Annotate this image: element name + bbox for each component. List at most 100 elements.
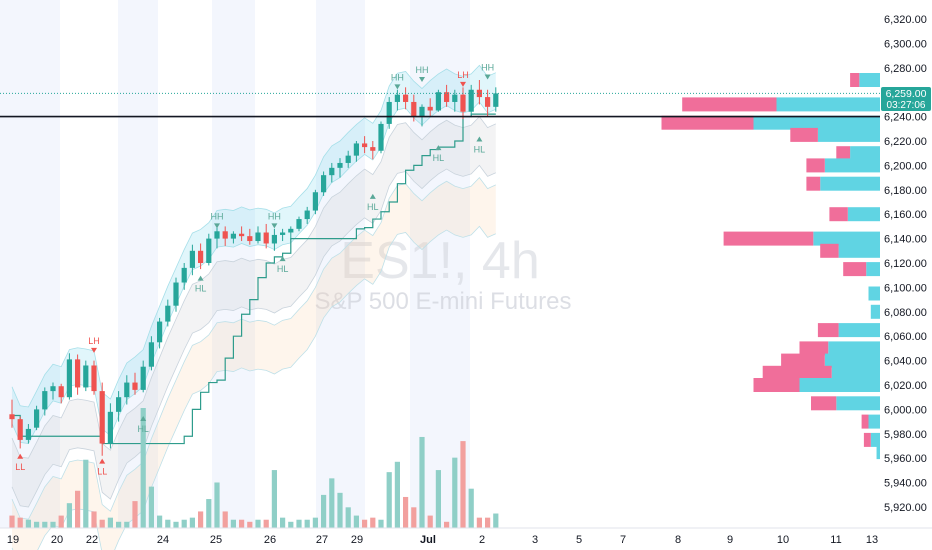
volume-bar <box>427 515 433 528</box>
candle <box>91 360 97 395</box>
x-tick-label: 8 <box>675 534 681 546</box>
last-price-badge[interactable]: 6,259.00 03:27:06 <box>881 87 931 111</box>
x-tick-label: 20 <box>51 534 63 546</box>
candle <box>403 87 409 110</box>
volume-bar <box>148 486 154 528</box>
candle-body <box>452 94 458 102</box>
candle-body <box>116 397 122 412</box>
x-tick-label: 24 <box>157 534 169 546</box>
vp-bar-down <box>811 396 837 411</box>
vp-row <box>661 115 880 130</box>
candle-body <box>329 167 335 176</box>
candle-body <box>476 89 482 98</box>
candle-body <box>288 228 294 233</box>
candle-body <box>321 175 327 193</box>
candle <box>230 231 236 244</box>
candle-body <box>378 123 384 151</box>
y-tick-label: 6,100.00 <box>884 282 927 294</box>
candle <box>312 189 318 215</box>
candle <box>206 233 212 266</box>
candle-body <box>140 366 146 390</box>
volume-bar <box>58 515 64 528</box>
volume-bar <box>17 517 23 528</box>
volume-bar <box>444 521 450 528</box>
swing-labels: LL LH LL HL HH HL HH HL HL HH HH HL HL LH HH <box>15 63 494 477</box>
candle <box>99 382 105 456</box>
candle-body <box>157 321 163 343</box>
candle <box>247 228 253 245</box>
vp-bar-up <box>824 353 880 368</box>
swing-text: HH <box>416 65 429 75</box>
candle <box>132 372 138 395</box>
x-tick-label: Jul <box>420 534 436 546</box>
candle-body <box>263 232 269 244</box>
candle <box>280 228 286 242</box>
candle <box>17 416 23 449</box>
swing-text: LH <box>88 336 100 346</box>
vp-bar-down <box>661 115 754 130</box>
swing-label-hl: HL <box>195 275 206 294</box>
swing-marker <box>435 145 442 151</box>
candle <box>157 317 163 349</box>
volume-bar <box>304 519 310 528</box>
vp-row <box>836 146 880 161</box>
y-tick-label: 5,920.00 <box>884 502 927 514</box>
candle <box>485 89 491 117</box>
vp-bar-down <box>863 432 871 447</box>
y-tick-label: 6,060.00 <box>884 331 927 343</box>
y-tick-label: 5,940.00 <box>884 478 927 490</box>
candle-body <box>296 219 302 229</box>
y-tick-label: 6,080.00 <box>884 307 927 319</box>
x-tick-label: 13 <box>866 534 878 546</box>
channel-bands <box>11 64 496 550</box>
volume-bar <box>132 501 138 528</box>
candle-body <box>75 359 81 388</box>
candle-body <box>206 238 212 263</box>
volume-profile <box>661 73 880 460</box>
swing-marker <box>140 415 147 421</box>
vp-row <box>790 127 880 142</box>
candle-body <box>435 92 441 111</box>
vp-bar-up <box>868 414 880 429</box>
volume-bars <box>9 408 499 528</box>
volume-bar <box>485 517 491 528</box>
swing-label-hl: HL <box>433 145 444 163</box>
vp-bar-up <box>776 97 880 112</box>
swing-label-hh: HH <box>268 211 281 229</box>
swing-label-lh: LH <box>88 336 100 353</box>
candle-body <box>337 162 343 168</box>
vp-bar-up <box>870 304 880 319</box>
vp-row <box>753 378 880 392</box>
x-tick-label: 5 <box>576 534 582 546</box>
candle-body <box>304 210 310 220</box>
swing-marker <box>197 275 204 281</box>
vp-bar-down <box>843 262 867 277</box>
y-tick-label: 6,040.00 <box>884 356 927 368</box>
volume-bar <box>476 517 482 528</box>
vp-row <box>682 97 880 112</box>
candle-body <box>386 101 392 124</box>
vp-row <box>870 304 880 319</box>
volume-bar <box>435 470 441 528</box>
volume-bar <box>165 519 171 528</box>
swing-marker <box>271 223 278 229</box>
volume-bar <box>345 507 351 528</box>
volume-bar <box>312 517 318 528</box>
candle-body <box>460 94 466 112</box>
candle-body <box>370 147 376 151</box>
volume-bar <box>370 517 376 528</box>
volume-bar <box>75 490 81 528</box>
vp-bar-up <box>868 286 880 301</box>
candle-body <box>148 342 154 367</box>
candle <box>419 104 425 127</box>
candle-body <box>91 365 97 392</box>
swing-label-hh: HH <box>391 72 404 90</box>
candle <box>148 336 154 371</box>
x-tick-label: 22 <box>86 534 98 546</box>
candle <box>25 424 31 444</box>
candle <box>173 277 179 312</box>
candle-body <box>58 386 64 398</box>
volume-bar <box>230 519 236 528</box>
